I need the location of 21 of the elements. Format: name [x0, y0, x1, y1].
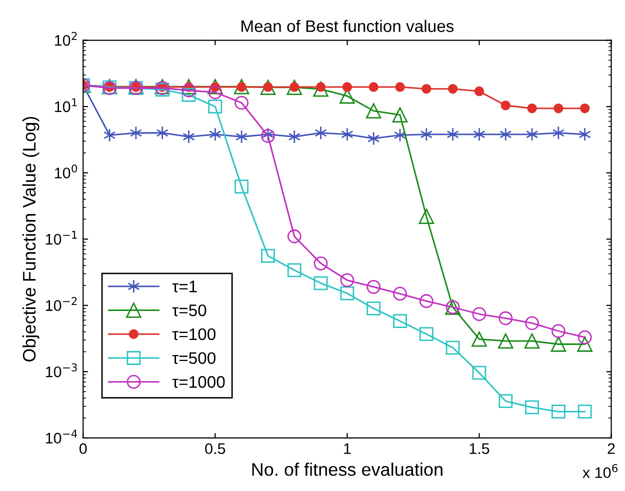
x-tick-label: 0.5	[205, 443, 226, 454]
y-tick-label: 10$^{−2}$	[46, 297, 77, 311]
legend-label: τ=100	[172, 328, 216, 340]
legend-label: τ=1000	[172, 376, 225, 388]
y-tick-label: 10$^{−1}$	[46, 230, 77, 245]
y-tick-label: 10$^{−3}$	[46, 363, 77, 378]
x-tick-label: 0	[79, 443, 87, 454]
x-tick-label: 1	[344, 443, 351, 454]
x-tick-label: 1.5	[470, 443, 490, 454]
y-tick-label: 10$^{1}$	[54, 98, 77, 112]
x-tick-label: 2	[608, 443, 615, 454]
legend-label: τ=50	[172, 304, 206, 316]
legend-label: τ=1	[172, 280, 197, 292]
y-tick-label: 10$^{−4}$	[46, 430, 78, 444]
y-tick-label: 10$^{2}$	[54, 32, 77, 46]
y-tick-label: 10$^{0}$	[54, 164, 78, 178]
x-axis-title: No. of fitness evaluation	[252, 462, 442, 476]
legend-label: τ=500	[172, 352, 216, 364]
y-axis-title: Objective Function Value (Log)	[22, 116, 40, 362]
text: x 10$^{6}$	[582, 464, 618, 478]
chart-title: Mean of Best function values	[242, 20, 454, 32]
